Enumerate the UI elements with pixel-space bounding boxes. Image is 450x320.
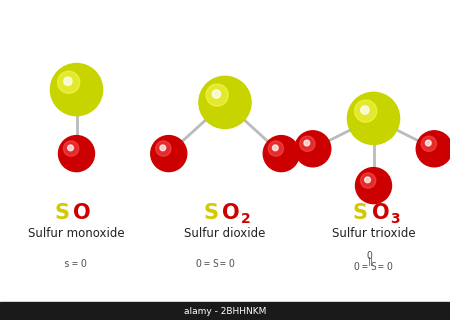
Ellipse shape (58, 136, 94, 172)
Ellipse shape (360, 173, 376, 188)
Text: O: O (372, 203, 389, 223)
Text: O: O (73, 203, 90, 223)
Ellipse shape (364, 177, 370, 183)
Text: O: O (80, 259, 86, 269)
Text: S: S (370, 262, 376, 272)
Ellipse shape (300, 136, 315, 151)
Text: O: O (367, 251, 373, 261)
Ellipse shape (160, 145, 166, 151)
Ellipse shape (347, 92, 400, 145)
Text: Sulfur monoxide: Sulfur monoxide (28, 227, 125, 240)
Ellipse shape (199, 76, 251, 129)
Ellipse shape (272, 145, 278, 151)
Text: =: = (220, 259, 226, 269)
Ellipse shape (58, 71, 80, 93)
Ellipse shape (355, 100, 377, 122)
Text: O: O (222, 203, 240, 223)
Text: S: S (54, 203, 69, 223)
Ellipse shape (304, 140, 310, 146)
Ellipse shape (295, 131, 331, 167)
Ellipse shape (268, 141, 284, 156)
Ellipse shape (68, 145, 73, 151)
Ellipse shape (425, 140, 431, 146)
Ellipse shape (416, 131, 450, 167)
Ellipse shape (206, 84, 228, 106)
Ellipse shape (212, 90, 220, 98)
Text: Sulfur trioxide: Sulfur trioxide (332, 227, 415, 240)
Text: S: S (353, 203, 368, 223)
Ellipse shape (151, 136, 187, 172)
Ellipse shape (356, 168, 392, 204)
Text: 3: 3 (391, 212, 400, 226)
Ellipse shape (50, 63, 103, 116)
Ellipse shape (64, 77, 72, 85)
Text: 2: 2 (241, 212, 251, 226)
Text: O: O (386, 262, 392, 272)
Text: =: = (204, 259, 210, 269)
Text: Sulfur dioxide: Sulfur dioxide (184, 227, 266, 240)
Bar (0, 302, 450, 320)
Ellipse shape (263, 136, 299, 172)
Text: O: O (354, 262, 360, 272)
Ellipse shape (156, 141, 171, 156)
Text: =: = (362, 262, 368, 272)
Text: ‖: ‖ (367, 257, 373, 266)
Ellipse shape (421, 136, 436, 151)
Text: alamy - 2BHHNKM: alamy - 2BHHNKM (184, 307, 266, 316)
Text: S: S (203, 203, 218, 223)
Text: =: = (378, 262, 384, 272)
Text: =: = (71, 259, 77, 269)
Text: O: O (228, 259, 234, 269)
Text: S: S (212, 259, 218, 269)
Ellipse shape (361, 106, 369, 114)
Text: s: s (63, 259, 69, 269)
Ellipse shape (63, 141, 79, 156)
Text: O: O (196, 259, 202, 269)
